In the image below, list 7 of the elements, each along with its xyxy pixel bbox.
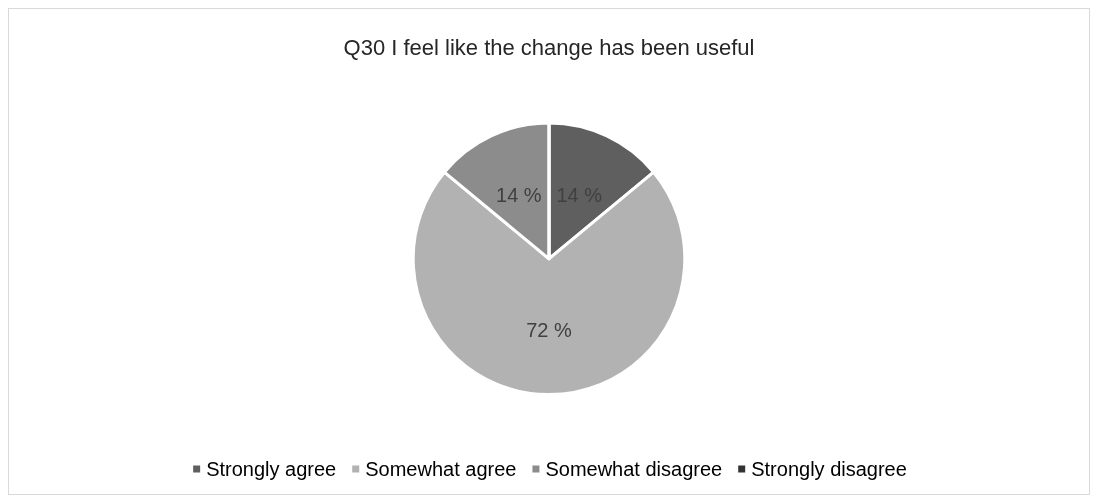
legend-label: Strongly disagree [751, 458, 907, 480]
legend-label: Somewhat disagree [545, 458, 723, 480]
legend-label: Somewhat agree [365, 458, 517, 480]
legend-label: Strongly agree [206, 458, 337, 480]
data-label: 14 % [496, 183, 542, 206]
data-label: 72 % [526, 318, 573, 341]
chart-title: Q30 I feel like the change has been useful [343, 34, 755, 60]
